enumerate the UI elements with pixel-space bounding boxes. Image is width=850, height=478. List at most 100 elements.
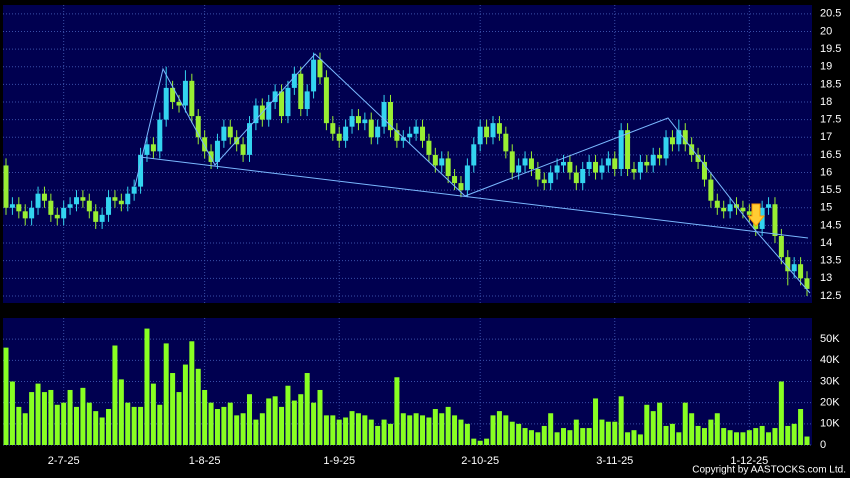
volume-bar (106, 409, 112, 445)
candle-body (54, 214, 60, 219)
volume-bar (266, 398, 272, 445)
candle-body (221, 126, 227, 141)
volume-bar (182, 364, 188, 445)
volume-bar (682, 402, 688, 445)
volume-bar (208, 402, 214, 445)
volume-bar (214, 409, 220, 445)
candle-body (80, 197, 86, 201)
volume-bar (400, 413, 406, 445)
volume-bar (285, 385, 291, 445)
candle-body (778, 235, 784, 258)
candle-body (311, 59, 317, 92)
candle-body (182, 80, 188, 106)
candle-body (496, 123, 502, 134)
candle-body (157, 119, 163, 152)
volume-bar (54, 404, 60, 445)
y-tick-label: 12.5 (820, 290, 841, 302)
volume-bar (458, 419, 464, 445)
volume-bar (599, 419, 605, 445)
volume-bar (676, 432, 682, 445)
candle-body (663, 137, 669, 159)
candle-body (727, 204, 733, 212)
volume-bar (573, 419, 579, 445)
volume-bar (99, 417, 105, 445)
volume-bar (445, 406, 451, 445)
candle-body (637, 161, 643, 173)
y-tick-label: 18.5 (820, 78, 841, 90)
volume-bar (695, 425, 701, 445)
candle-body (336, 133, 342, 141)
candle-body (387, 101, 393, 131)
x-tick-label: 3-11-25 (596, 455, 633, 467)
candle-body (247, 123, 253, 155)
volume-bar (234, 415, 240, 445)
volume-bar (67, 389, 73, 445)
volume-bar (298, 394, 304, 445)
volume-bar (323, 415, 329, 445)
volume-bar (535, 432, 541, 445)
volume-bar (464, 423, 470, 445)
volume-bar (125, 402, 131, 445)
volume-bar (541, 425, 547, 445)
candle-body (253, 105, 259, 124)
volume-bar (240, 413, 246, 445)
volume-bar (785, 425, 791, 445)
signal-arrow (746, 203, 766, 227)
candle-body (669, 137, 675, 145)
volume-bar (714, 413, 720, 445)
volume-bar (740, 432, 746, 445)
support-trendline (139, 156, 809, 239)
volume-bar (567, 430, 573, 445)
x-tick-label: 2-10-25 (461, 455, 499, 467)
candle-body (548, 172, 554, 184)
candle-body (9, 204, 15, 208)
volume-bar (80, 387, 86, 445)
candle-body (644, 161, 650, 166)
volume-bar (554, 432, 560, 445)
candle-body (170, 87, 176, 102)
y-tick-label: 20.5 (820, 8, 841, 20)
y-tick-label: 14.5 (820, 219, 841, 231)
volume-bar (413, 413, 419, 445)
candle-body (99, 214, 105, 222)
candle-body (599, 165, 605, 173)
volume-tick-label: 10K (820, 418, 840, 430)
candle-body (125, 193, 131, 205)
volume-bar (336, 419, 342, 445)
candle-body (144, 144, 150, 155)
y-tick-label: 17.5 (820, 114, 841, 126)
candle-body (593, 161, 599, 173)
candle-body (41, 193, 47, 201)
candle-body (362, 119, 368, 124)
volume-bar (259, 413, 265, 445)
candle-body (400, 137, 406, 141)
candle-body (740, 207, 746, 212)
volume-bar (304, 373, 310, 445)
x-tick-label: 1-8-25 (189, 455, 221, 467)
volume-bar (650, 411, 656, 445)
candle-body (791, 264, 797, 272)
volume-bar (721, 428, 727, 445)
candle-body (426, 140, 432, 155)
volume-bar (484, 438, 490, 445)
candle-body (189, 80, 195, 117)
volume-bar (612, 421, 618, 445)
candle-body (471, 144, 477, 166)
candle-body (240, 144, 246, 155)
candle-body (701, 161, 707, 180)
candle-body (355, 116, 361, 124)
candle-body (503, 133, 509, 152)
volume-bar (503, 415, 509, 445)
volume-bar (746, 430, 752, 445)
volume-bar (189, 341, 195, 445)
y-tick-label: 19.5 (820, 43, 841, 55)
volume-bar (86, 402, 92, 445)
volume-bar (669, 423, 675, 445)
volume-bar (279, 406, 285, 445)
candle-body (618, 130, 624, 169)
volume-bar (701, 428, 707, 445)
volume-bar (439, 413, 445, 445)
volume-bar (580, 428, 586, 445)
candle-body (343, 126, 349, 141)
volume-bar (291, 400, 297, 445)
